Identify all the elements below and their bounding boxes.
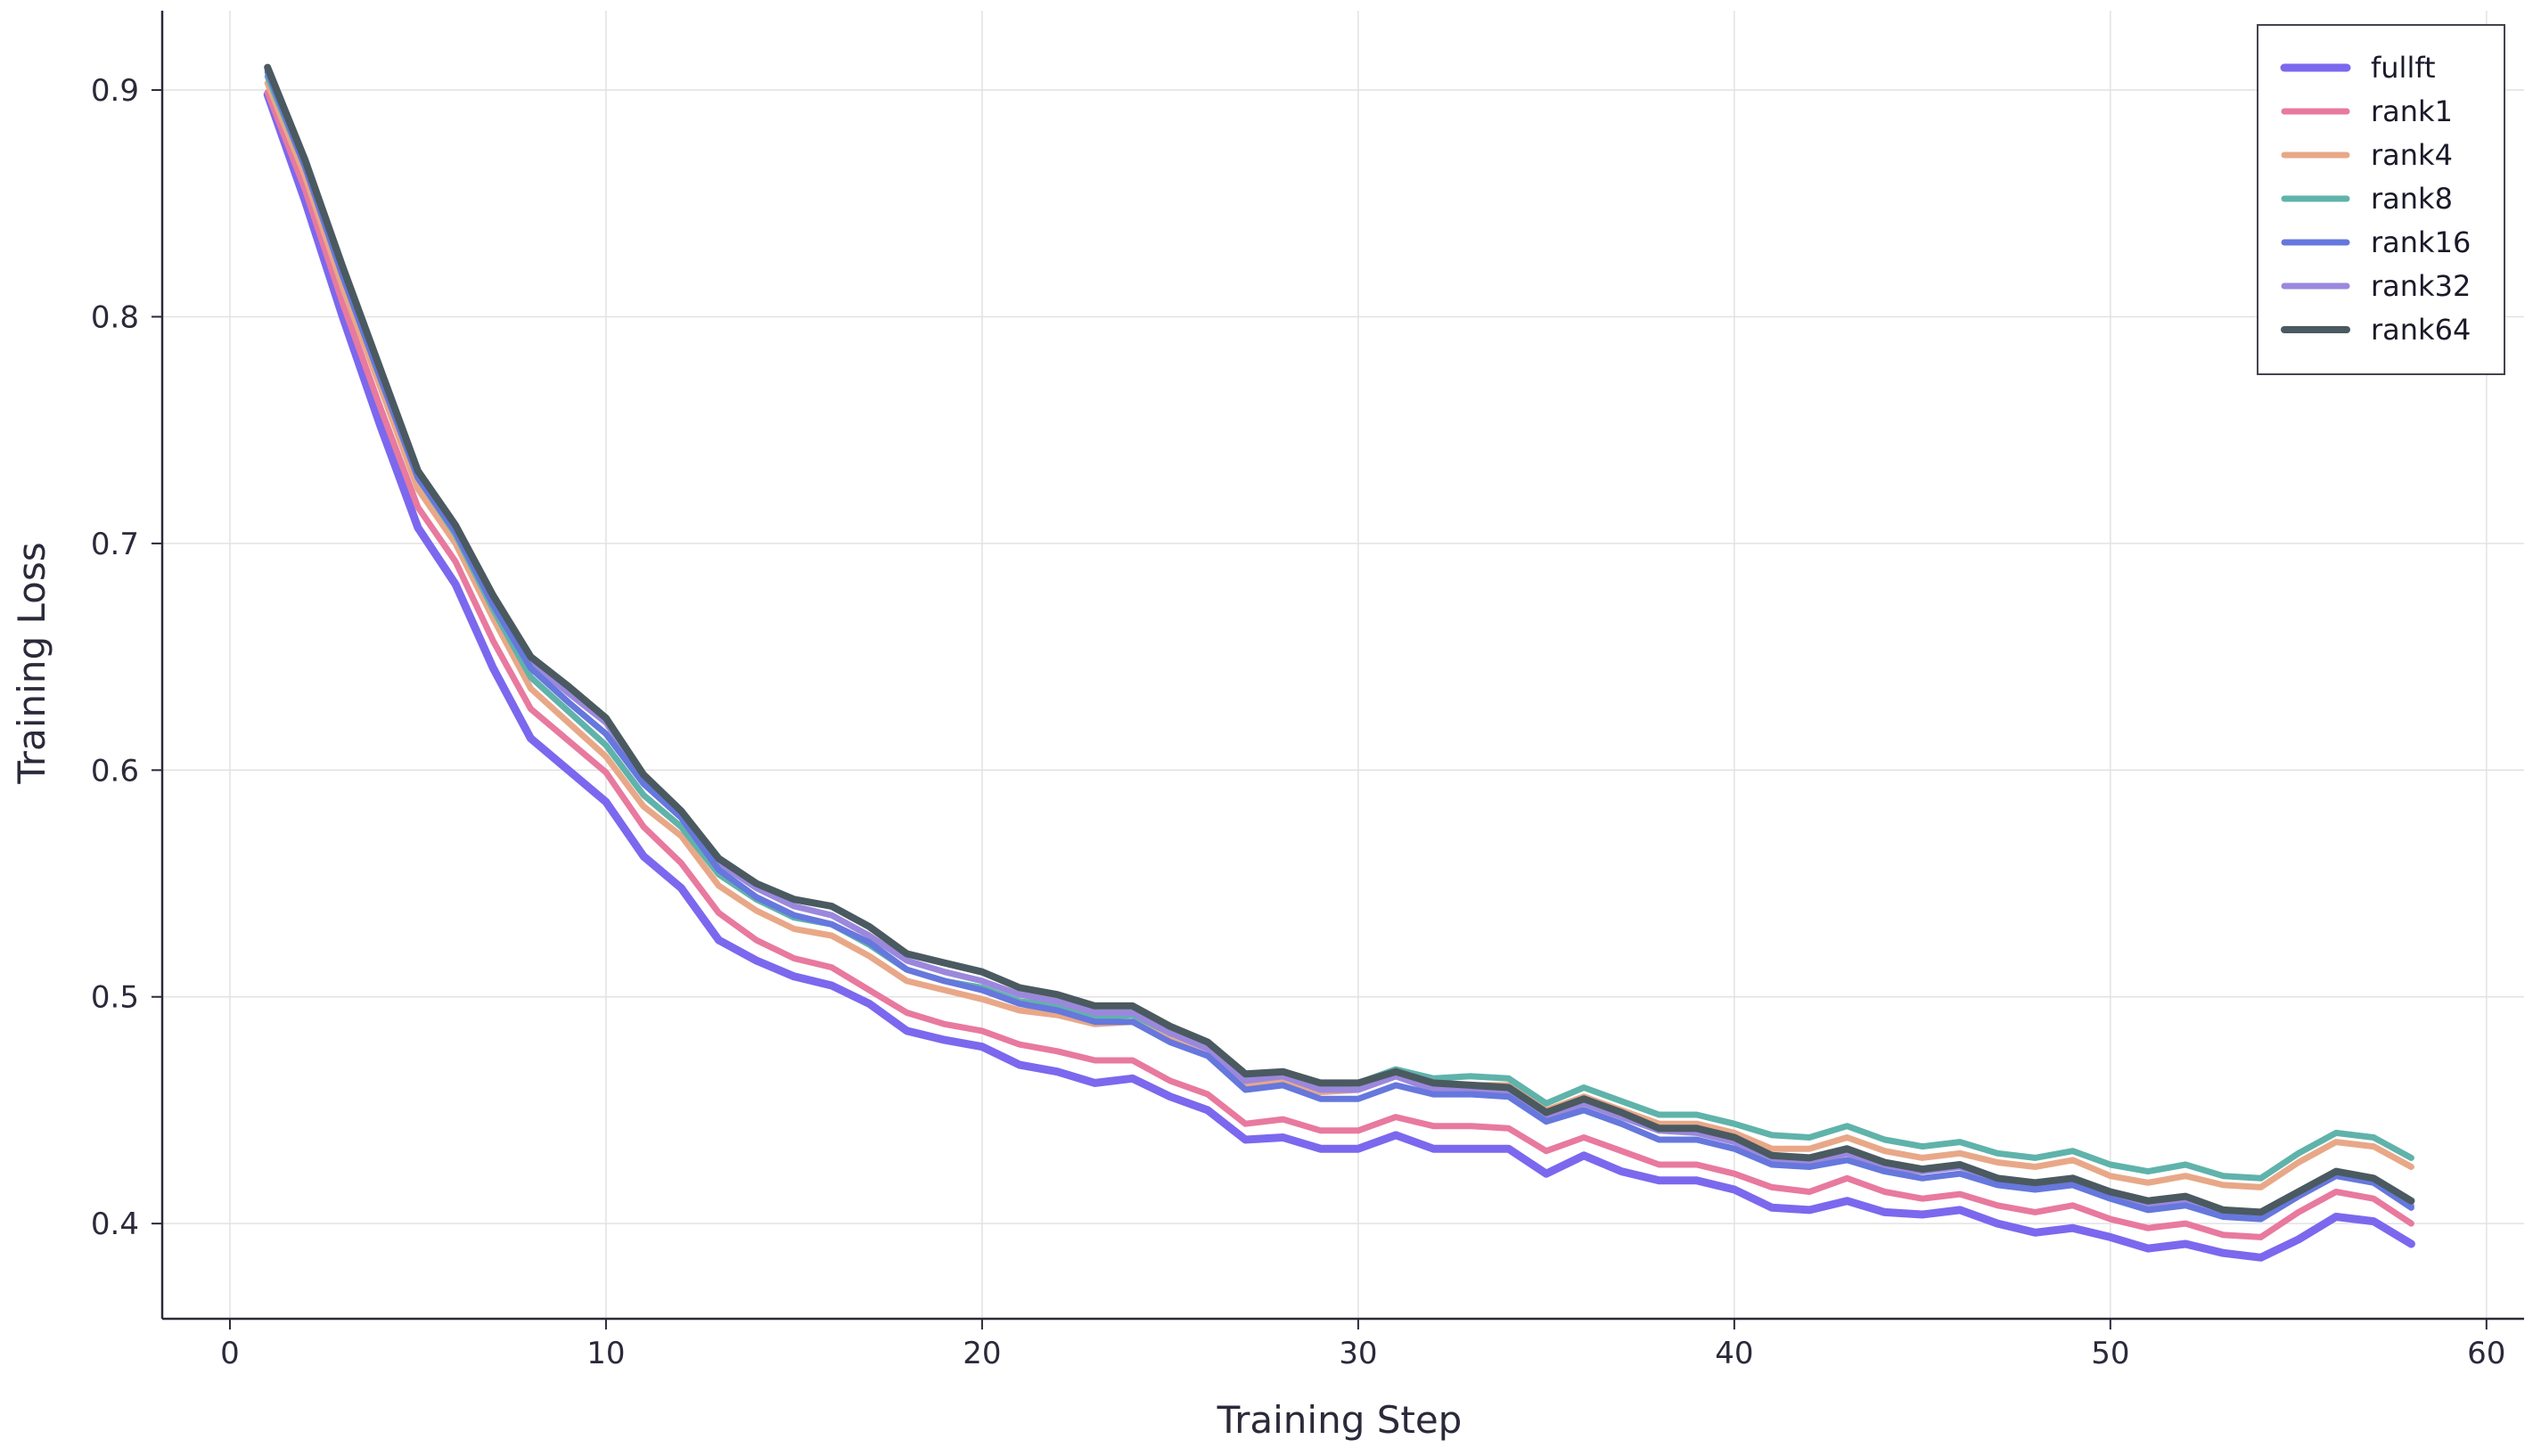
y-tick-label: 0.4 xyxy=(91,1207,139,1242)
legend-label-fullft: fullft xyxy=(2371,51,2436,85)
axes xyxy=(152,11,2524,1329)
legend: fullft rank1 rank4 rank8 rank16 rank32 rank64 xyxy=(2257,24,2505,375)
y-axis-title: Training Loss xyxy=(10,542,53,784)
series-line-fullft xyxy=(263,90,2415,1262)
y-tick-label: 0.8 xyxy=(91,299,139,335)
series-line-rank1 xyxy=(264,89,2414,1240)
y-tick-label: 0.9 xyxy=(91,73,139,109)
series-line-rank64 xyxy=(264,63,2415,1216)
x-tick-label: 50 xyxy=(2091,1336,2129,1371)
x-tick-label: 60 xyxy=(2467,1336,2505,1371)
series-line-rank16 xyxy=(264,69,2414,1223)
legend-label-rank64: rank64 xyxy=(2371,313,2471,347)
x-axis-title: Training Step xyxy=(1217,1398,1463,1442)
y-tick-label: 0.5 xyxy=(91,980,139,1016)
x-tick-label: 10 xyxy=(586,1336,625,1371)
y-tick-label: 0.7 xyxy=(91,527,139,562)
y-tick-label: 0.6 xyxy=(91,753,139,789)
grid-lines xyxy=(162,11,2524,1319)
x-tick-label: 20 xyxy=(963,1336,1001,1371)
x-tick-label: 40 xyxy=(1715,1336,1753,1371)
legend-label-rank4: rank4 xyxy=(2371,138,2453,172)
legend-label-rank32: rank32 xyxy=(2371,269,2471,303)
x-tick-label: 0 xyxy=(220,1336,240,1371)
legend-label-rank1: rank1 xyxy=(2371,94,2453,128)
tick-labels: 0 10 20 30 40 50 60 0.4 0.5 0.6 0.7 0.8 0.9 xyxy=(91,73,2506,1371)
series-lines xyxy=(263,63,2415,1262)
legend-label-rank8: rank8 xyxy=(2371,182,2453,216)
legend-label-rank16: rank16 xyxy=(2371,225,2471,259)
x-tick-label: 30 xyxy=(1339,1336,1377,1371)
